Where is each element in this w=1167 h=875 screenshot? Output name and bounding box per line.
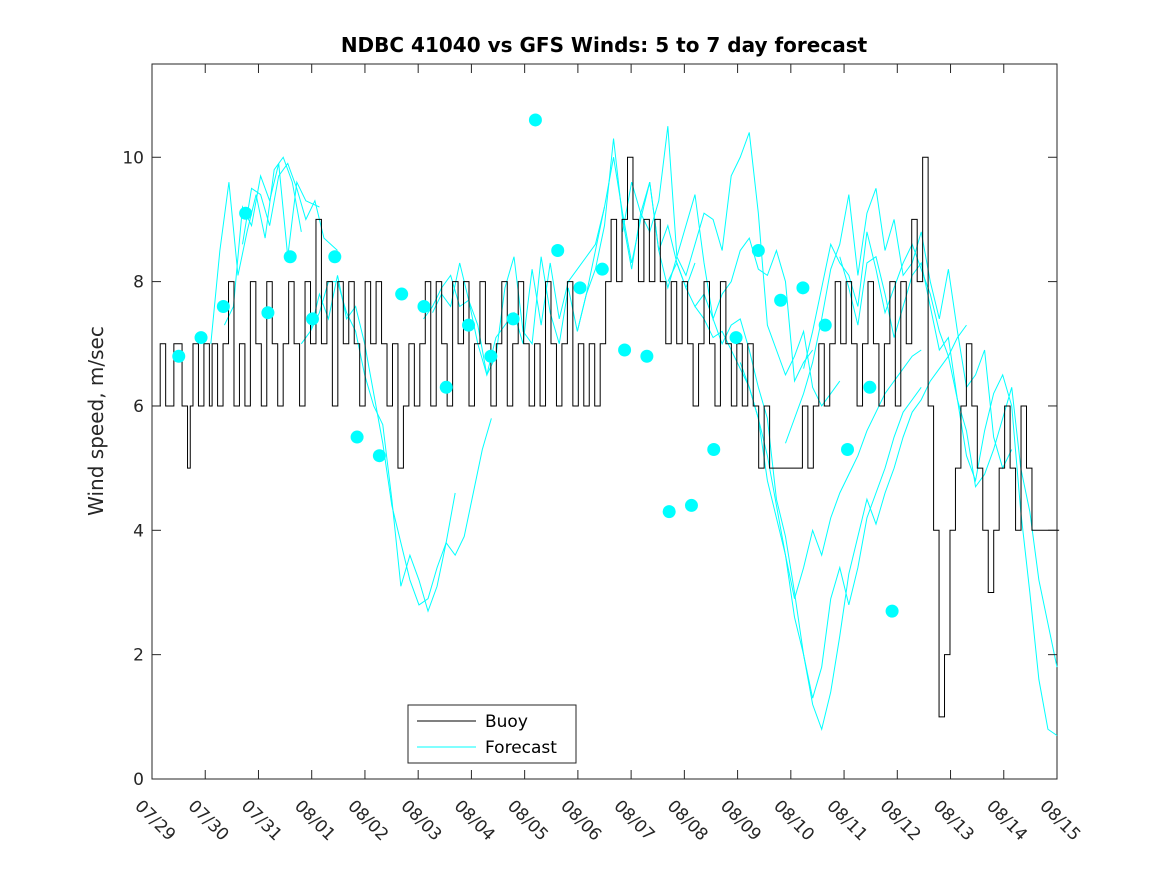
forecast-marker bbox=[774, 293, 788, 307]
forecast-marker bbox=[328, 250, 342, 264]
forecast-marker bbox=[395, 287, 409, 301]
forecast-marker bbox=[528, 113, 542, 127]
forecast-marker bbox=[172, 349, 186, 363]
forecast-run-line bbox=[242, 162, 338, 251]
y-tick-label: 6 bbox=[133, 397, 144, 417]
forecast-run-line bbox=[739, 349, 922, 599]
forecast-marker bbox=[885, 604, 899, 618]
forecast-marker bbox=[261, 306, 275, 320]
plot-area bbox=[151, 63, 1058, 780]
forecast-marker bbox=[462, 318, 476, 332]
forecast-series bbox=[210, 126, 1058, 736]
forecast-marker bbox=[684, 498, 698, 512]
forecast-marker bbox=[841, 442, 855, 456]
y-tick-label: 10 bbox=[122, 148, 144, 168]
legend: Buoy Forecast bbox=[407, 704, 577, 764]
forecast-marker bbox=[707, 442, 721, 456]
forecast-marker bbox=[484, 349, 498, 363]
y-tick-label: 2 bbox=[133, 646, 144, 666]
forecast-run-line bbox=[667, 261, 922, 699]
forecast-marker bbox=[216, 299, 230, 313]
forecast-marker bbox=[239, 206, 253, 220]
y-axis-label: Wind speed, m/sec bbox=[84, 326, 108, 516]
forecast-marker bbox=[595, 262, 609, 276]
forecast-marker bbox=[283, 250, 297, 264]
forecast-run-line bbox=[803, 231, 1058, 668]
forecast-marker bbox=[551, 244, 565, 258]
chart-title: NDBC 41040 vs GFS Winds: 5 to 7 day fore… bbox=[341, 33, 868, 57]
forecast-marker bbox=[751, 244, 765, 258]
y-tick-label: 8 bbox=[133, 273, 144, 293]
forecast-marker bbox=[417, 299, 431, 313]
forecast-run-line bbox=[309, 275, 492, 606]
buoy-line bbox=[152, 156, 1060, 718]
forecast-run-line bbox=[785, 188, 1013, 470]
y-tick-label: 0 bbox=[133, 770, 144, 790]
forecast-marker bbox=[796, 281, 810, 295]
forecast-marker bbox=[863, 380, 877, 394]
forecast-marker bbox=[439, 380, 453, 394]
legend-forecast-label: Forecast bbox=[485, 738, 557, 758]
forecast-marker bbox=[506, 312, 520, 326]
legend-buoy-label: Buoy bbox=[485, 712, 528, 732]
forecast-marker bbox=[350, 430, 364, 444]
legend-box bbox=[407, 704, 577, 764]
forecast-marker bbox=[640, 349, 654, 363]
buoy-series bbox=[152, 156, 1060, 718]
forecast-marker bbox=[573, 281, 587, 295]
forecast-marker bbox=[618, 343, 632, 357]
forecast-marker bbox=[662, 505, 676, 519]
forecast-marker bbox=[818, 318, 832, 332]
forecast-marker bbox=[729, 331, 743, 345]
forecast-run-line bbox=[694, 306, 967, 731]
forecast-marker bbox=[372, 449, 386, 463]
forecast-marker bbox=[306, 312, 320, 326]
forecast-marker bbox=[194, 331, 208, 345]
forecast-run-line bbox=[576, 157, 814, 383]
y-tick-label: 4 bbox=[133, 521, 144, 541]
forecast-run-line bbox=[223, 163, 320, 326]
forecast-markers bbox=[172, 113, 899, 618]
forecast-run-line bbox=[622, 126, 841, 407]
